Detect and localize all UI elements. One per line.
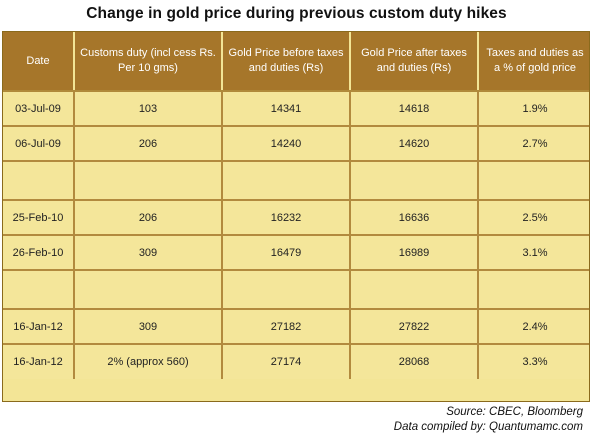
cell-price-after: 16636 [350, 200, 479, 236]
cell-date: 06-Jul-09 [3, 126, 75, 162]
cell-date: 16-Jan-12 [3, 344, 75, 379]
cell-date: 25-Feb-10 [3, 200, 75, 236]
source-note: Source: CBEC, Bloomberg [446, 406, 583, 418]
column-header-customs-duty: Customs duty (incl cess Rs. Per 10 gms) [74, 32, 223, 92]
cell-price-after: 28068 [350, 344, 479, 379]
column-header-price-after: Gold Price after taxes and duties (Rs) [350, 32, 479, 92]
cell-empty [350, 270, 479, 310]
table-row-spacer [3, 270, 589, 310]
cell-price-after: 16989 [350, 235, 479, 271]
cell-empty [3, 270, 75, 310]
cell-customs-duty: 309 [74, 309, 223, 345]
cell-price-before: 14240 [222, 126, 351, 162]
cell-price-before: 14341 [222, 91, 351, 127]
cell-customs-duty: 103 [74, 91, 223, 127]
cell-empty [478, 161, 589, 201]
header-row: Date Customs duty (incl cess Rs. Per 10 … [3, 32, 589, 92]
table-title: Change in gold price during previous cus… [86, 5, 507, 22]
column-header-price-before: Gold Price before taxes and duties (Rs) [222, 32, 351, 92]
table-row: 16-Jan-12 2% (approx 560) 27174 28068 3.… [3, 344, 589, 379]
compiled-by-note: Data compiled by: Quantumamc.com [393, 421, 583, 433]
cell-taxes-percent: 3.1% [478, 235, 589, 271]
column-header-taxes-percent: Taxes and duties as a % of gold price [478, 32, 589, 92]
cell-price-before: 27174 [222, 344, 351, 379]
cell-date: 03-Jul-09 [3, 91, 75, 127]
table-row: 16-Jan-12 309 27182 27822 2.4% [3, 309, 589, 345]
cell-empty [222, 161, 351, 201]
cell-taxes-percent: 2.4% [478, 309, 589, 345]
cell-empty [3, 161, 75, 201]
cell-price-after: 14618 [350, 91, 479, 127]
table-row: 26-Feb-10 309 16479 16989 3.1% [3, 235, 589, 271]
table-row: 06-Jul-09 206 14240 14620 2.7% [3, 126, 589, 162]
cell-empty [222, 270, 351, 310]
cell-price-before: 16232 [222, 200, 351, 236]
cell-taxes-percent: 1.9% [478, 91, 589, 127]
cell-price-after: 27822 [350, 309, 479, 345]
column-header-date: Date [3, 32, 75, 92]
cell-price-before: 27182 [222, 309, 351, 345]
gold-price-table: Date Customs duty (incl cess Rs. Per 10 … [2, 31, 590, 402]
cell-price-before: 16479 [222, 235, 351, 271]
cell-date: 26-Feb-10 [3, 235, 75, 271]
cell-taxes-percent: 2.5% [478, 200, 589, 236]
cell-customs-duty: 206 [74, 200, 223, 236]
table-row: 25-Feb-10 206 16232 16636 2.5% [3, 200, 589, 236]
cell-empty [350, 161, 479, 201]
cell-customs-duty: 2% (approx 560) [74, 344, 223, 379]
cell-empty [74, 270, 223, 310]
cell-customs-duty: 309 [74, 235, 223, 271]
cell-taxes-percent: 3.3% [478, 344, 589, 379]
cell-customs-duty: 206 [74, 126, 223, 162]
cell-price-after: 14620 [350, 126, 479, 162]
table-row-spacer [3, 161, 589, 201]
cell-taxes-percent: 2.7% [478, 126, 589, 162]
cell-empty [478, 270, 589, 310]
cell-empty [74, 161, 223, 201]
cell-date: 16-Jan-12 [3, 309, 75, 345]
table-row: 03-Jul-09 103 14341 14618 1.9% [3, 91, 589, 127]
